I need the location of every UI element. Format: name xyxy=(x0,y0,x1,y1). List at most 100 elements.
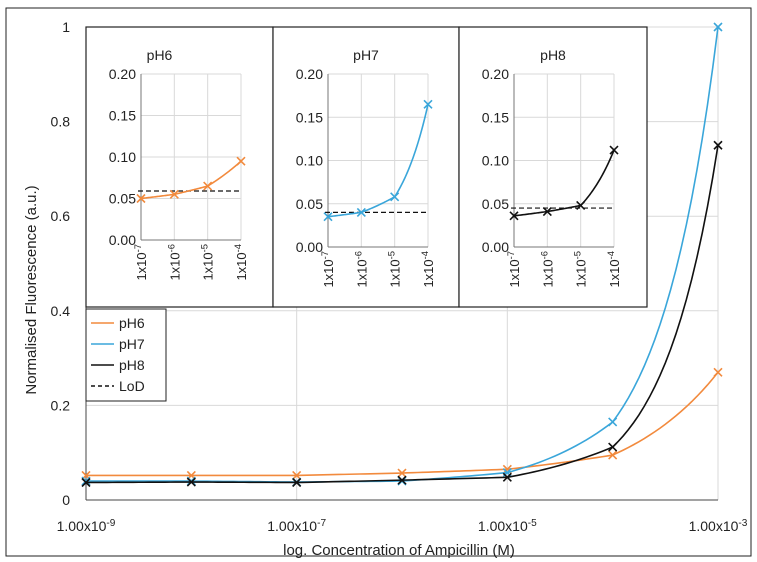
inset-ph7: pH7 0.00 0.05 0.10 0.15 0.20 1x10-7 1x10-6 1x10-… xyxy=(272,26,460,308)
data-point-ph6-stroke-b xyxy=(608,450,618,460)
inset-data-point-stroke-b xyxy=(356,207,366,217)
inset-x-tick-label: 1x10-4 xyxy=(605,251,623,288)
data-point-ph6 xyxy=(292,470,302,480)
legend-label-lod: LoD xyxy=(119,378,145,394)
y-tick-label: 0 xyxy=(62,492,70,508)
data-point-ph6-stroke-b xyxy=(397,468,407,478)
data-point-ph8-stroke-b xyxy=(292,477,302,488)
inset-data-point xyxy=(576,200,586,211)
inset-x-tick-label: 1x10-7 xyxy=(319,251,337,288)
inset-data-point-stroke-b xyxy=(609,145,619,155)
inset-y-tick-label: 0.10 xyxy=(296,153,323,169)
inset-x-tick-label: 1x10-6 xyxy=(538,251,556,288)
inset-data-point xyxy=(236,156,246,166)
data-point-ph8-stroke-b xyxy=(502,472,512,482)
data-point-ph8-stroke-b xyxy=(608,442,618,452)
inset-y-tick-label: 0.15 xyxy=(109,108,136,124)
data-point-ph8 xyxy=(397,475,407,485)
inset-x-tick-label: 1x10-5 xyxy=(571,251,589,288)
inset-ph8: pH8 0.00 0.05 0.10 0.15 0.20 1x10-7 1x10-6 1x10-… xyxy=(458,26,648,308)
data-point-ph8-stroke-b xyxy=(713,140,723,150)
inset-data-point xyxy=(136,193,146,204)
data-point-ph7-stroke-b xyxy=(81,476,91,486)
inset-y-tick-label: 0.10 xyxy=(482,153,509,169)
data-point-ph8 xyxy=(713,140,723,150)
data-point-ph8 xyxy=(81,477,91,488)
inset-y-tick-label: 0.00 xyxy=(296,239,323,255)
inset-data-point-stroke-b xyxy=(236,156,246,166)
data-point-ph8 xyxy=(608,442,618,452)
x-tick-label: 1.00x10-9 xyxy=(57,518,116,535)
data-point-ph8 xyxy=(502,472,512,482)
inset-data-point-stroke-b xyxy=(542,206,552,217)
x-tick-label: 1.00x10-7 xyxy=(267,518,326,535)
inset-data-point xyxy=(356,207,366,217)
data-point-ph8 xyxy=(186,477,196,487)
y-tick-label: 0.8 xyxy=(51,114,71,130)
inset-data-point-stroke-b xyxy=(203,181,213,191)
figure-frame xyxy=(5,7,752,557)
data-point-ph8-stroke-b xyxy=(186,477,196,487)
inset-y-tick-label: 0.05 xyxy=(482,196,509,212)
legend-label-ph7: pH7 xyxy=(119,336,145,352)
inset-y-tick-label: 0.20 xyxy=(482,66,509,82)
x-tick-label: 1.00x10-3 xyxy=(689,518,748,535)
inset-x-tick-label: 1x10-7 xyxy=(132,244,150,281)
data-point-ph8-stroke-b xyxy=(397,475,407,485)
inset-y-tick-label: 0.05 xyxy=(109,191,136,207)
data-point-ph7 xyxy=(608,417,618,427)
inset-x-tick-label: 1x10-4 xyxy=(419,251,437,288)
y-axis-label: Normalised Fluorescence (a.u.) xyxy=(23,185,40,394)
data-point-ph6-stroke-b xyxy=(292,470,302,480)
data-point-ph7 xyxy=(81,476,91,486)
inset-data-point xyxy=(390,192,400,202)
inset-y-tick-label: 0.10 xyxy=(109,149,136,165)
inset-data-point-stroke-b xyxy=(423,99,433,109)
inset-x-tick-label: 1x10-4 xyxy=(232,244,250,281)
series-ph6 xyxy=(81,367,723,480)
inset-data-point xyxy=(609,145,619,155)
series-ph8 xyxy=(81,140,723,488)
legend-label-ph6: pH6 xyxy=(119,315,145,331)
inset-data-point xyxy=(509,211,519,221)
inset-x-tick-label: 1x10-5 xyxy=(198,244,216,281)
data-point-ph8-stroke-b xyxy=(81,477,91,488)
series-line-ph6 xyxy=(86,371,719,477)
inset-title: pH8 xyxy=(540,47,566,63)
y-tick-label: 1 xyxy=(62,19,70,35)
inset-series-line xyxy=(327,104,429,218)
inset-data-point-stroke-b xyxy=(390,192,400,202)
inset-y-tick-label: 0.20 xyxy=(109,66,136,82)
inset-data-point xyxy=(169,189,179,199)
inset-x-tick-label: 1x10-5 xyxy=(385,251,403,288)
legend: pH6 pH7 pH8 LoD xyxy=(85,308,167,402)
inset-data-point-stroke-b xyxy=(576,200,586,211)
inset-data-point xyxy=(323,212,333,222)
data-point-ph8 xyxy=(292,477,302,488)
inset-y-tick-label: 0.05 xyxy=(296,196,323,212)
inset-title: pH6 xyxy=(147,47,173,63)
y-tick-label: 0.6 xyxy=(51,208,71,224)
data-point-ph6 xyxy=(397,468,407,478)
inset-title: pH7 xyxy=(353,47,379,63)
data-point-ph7 xyxy=(713,22,723,32)
inset-data-point-stroke-b xyxy=(323,212,333,222)
inset-y-tick-label: 0.15 xyxy=(482,109,509,125)
data-point-ph7-stroke-b xyxy=(713,22,723,32)
data-point-ph6-stroke-b xyxy=(502,464,512,474)
x-tick-label: 1.00x10-5 xyxy=(478,518,537,535)
inset-data-point xyxy=(423,99,433,109)
inset-data-point-stroke-b xyxy=(169,189,179,199)
inset-x-tick-label: 1x10-7 xyxy=(505,251,523,288)
inset-data-point-stroke-b xyxy=(136,193,146,204)
y-tick-label: 0.4 xyxy=(51,303,71,319)
inset-series-line xyxy=(140,160,242,200)
data-point-ph6 xyxy=(713,367,723,377)
legend-label-ph8: pH8 xyxy=(119,357,145,373)
inset-series-line xyxy=(513,149,615,217)
inset-x-tick-label: 1x10-6 xyxy=(352,251,370,288)
inset-y-tick-label: 0.15 xyxy=(296,109,323,125)
data-point-ph6-stroke-b xyxy=(713,367,723,377)
